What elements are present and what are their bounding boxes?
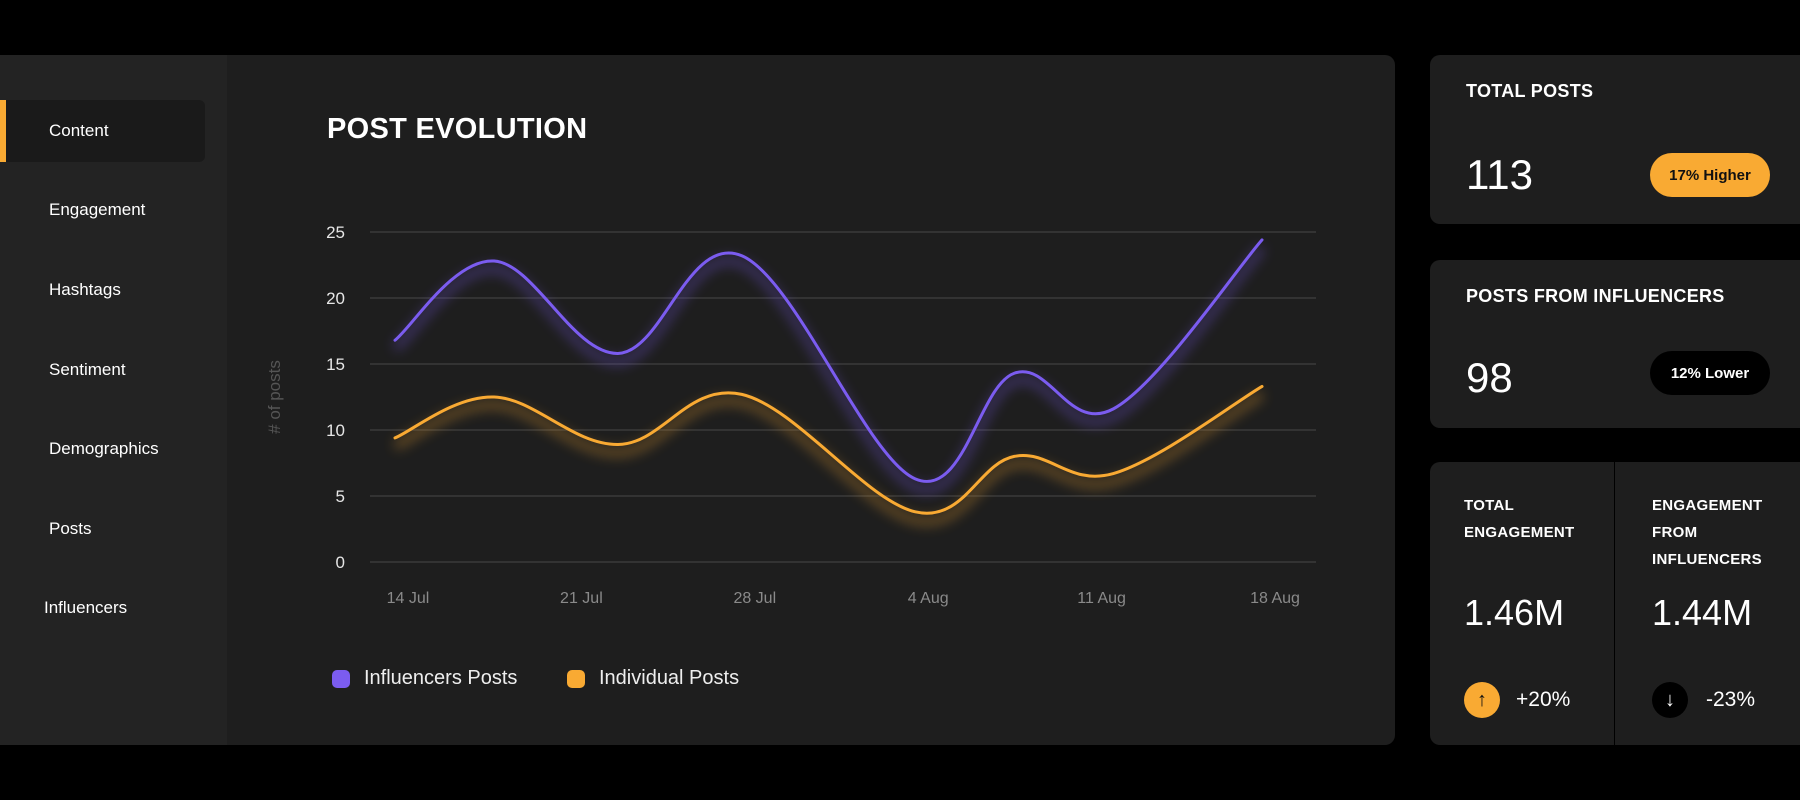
sidebar-item-hashtags[interactable]: Hashtags (0, 259, 205, 321)
influencer-engagement: ENGAGEMENT FROM INFLUENCERS 1.44M ↓ -23% (1616, 462, 1800, 745)
sidebar: Content Engagement Hashtags Sentiment De… (0, 55, 227, 745)
total-engagement: TOTAL ENGAGEMENT 1.46M ↑ +20% (1430, 462, 1615, 745)
sidebar-item-demographics[interactable]: Demographics (0, 418, 205, 480)
line-chart: 0 5 10 15 20 25 14 Jul 21 Jul 28 Jul 4 Aug 11 Aug 1… (265, 223, 1316, 607)
card-value: 1.44M (1652, 592, 1753, 633)
sidebar-item-label: Sentiment (49, 360, 126, 379)
y-tick-label: 0 (336, 553, 345, 572)
series-line-influencers (393, 238, 1264, 483)
status-badge: 12% Lower (1650, 351, 1770, 395)
card-label: TOTAL ENGAGEMENT (1464, 497, 1575, 541)
sidebar-item-label: Demographics (49, 439, 159, 458)
x-tick-label: 14 Jul (387, 590, 430, 607)
card-value: 1.46M (1464, 592, 1565, 633)
y-tick-label: 20 (326, 289, 345, 308)
sidebar-item-influencers[interactable]: Influencers (0, 577, 205, 639)
series-line-individual (393, 384, 1264, 515)
x-tick-label: 28 Jul (733, 590, 776, 607)
x-tick-label: 18 Aug (1250, 590, 1300, 607)
y-tick-label: 5 (336, 487, 345, 506)
status-badge: 17% Higher (1650, 153, 1770, 197)
sidebar-item-sentiment[interactable]: Sentiment (0, 339, 205, 401)
sidebar-item-label: Posts (49, 519, 92, 538)
card-value: 113 (1466, 151, 1533, 198)
change-value: -23% (1706, 688, 1756, 711)
x-tick-label: 4 Aug (908, 590, 949, 607)
chart-title: POST EVOLUTION (327, 113, 588, 145)
sidebar-item-label: Engagement (49, 200, 146, 219)
legend-item-individual[interactable]: Individual Posts (567, 667, 739, 690)
arrow-down-icon: ↓ (1652, 682, 1688, 718)
legend-item-influencers[interactable]: Influencers Posts (332, 667, 517, 690)
y-axis-label: # of posts (265, 360, 284, 434)
sidebar-item-label: Hashtags (49, 280, 121, 299)
post-evolution-panel: Content Engagement Hashtags Sentiment De… (0, 55, 1395, 745)
y-tick-label: 25 (326, 223, 345, 242)
change-value: +20% (1516, 688, 1571, 711)
legend-label: Individual Posts (599, 667, 740, 689)
card-label: ENGAGEMENT FROM INFLUENCERS (1652, 497, 1763, 568)
y-tick-label: 15 (326, 355, 345, 374)
x-tick-label: 21 Jul (560, 590, 603, 607)
series-glow (392, 390, 1265, 527)
engagement-card: TOTAL ENGAGEMENT 1.46M ↑ +20% ENGAGEMENT… (1430, 462, 1800, 745)
legend-swatch (332, 669, 350, 688)
series-glow (391, 244, 1266, 495)
card-value: 98 (1466, 354, 1513, 401)
sidebar-item-content[interactable]: Content (0, 100, 205, 162)
total-posts-card: TOTAL POSTS 113 17% Higher (1430, 55, 1800, 224)
legend-label: Influencers Posts (364, 667, 518, 689)
influencer-posts-card: POSTS FROM INFLUENCERS 98 12% Lower (1430, 260, 1800, 428)
sidebar-item-label: Influencers (44, 598, 128, 617)
x-tick-label: 11 Aug (1077, 590, 1126, 607)
y-tick-label: 10 (326, 421, 345, 440)
card-label: POSTS FROM INFLUENCERS (1466, 286, 1725, 306)
arrow-up-icon: ↑ (1464, 682, 1500, 718)
sidebar-item-engagement[interactable]: Engagement (0, 179, 205, 241)
legend-swatch (567, 669, 585, 688)
card-label: TOTAL POSTS (1466, 81, 1594, 101)
sidebar-item-label: Content (49, 121, 109, 140)
sidebar-item-posts[interactable]: Posts (0, 498, 205, 560)
